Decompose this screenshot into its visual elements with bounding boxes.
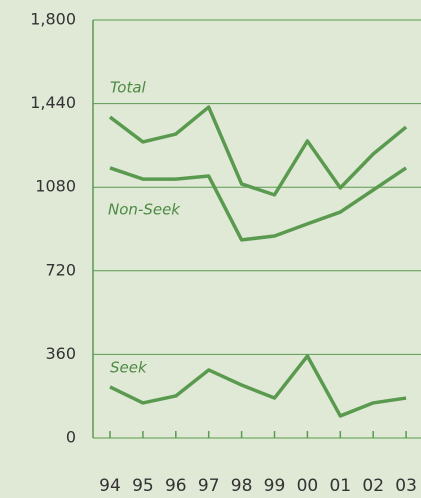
y-tick-label: 0 (66, 428, 76, 447)
series-line (109, 354, 407, 418)
x-tick-label: 03 (395, 476, 417, 496)
x-tick-label: 94 (99, 476, 121, 496)
series-line (109, 166, 408, 242)
y-tick-label: 1080 (35, 177, 76, 196)
x-tick-label: 98 (231, 476, 253, 496)
series-label: Non-Seek (108, 201, 181, 219)
y-tick-label: 1,440 (30, 93, 76, 112)
series-label: Total (110, 79, 147, 97)
x-tick-label: 95 (132, 476, 154, 496)
y-tick-label: 720 (45, 260, 76, 279)
x-tick-label: 96 (165, 476, 187, 496)
x-tick-label: 01 (329, 476, 351, 496)
series-line (108, 105, 408, 197)
x-tick-label: 02 (362, 476, 384, 496)
x-tick-label: 97 (198, 476, 220, 496)
series-label: Seek (110, 359, 148, 377)
x-tick-label: 00 (297, 476, 319, 496)
y-tick-label: 1,800 (30, 10, 76, 29)
x-tick-label: 99 (264, 476, 286, 496)
y-tick-label: 360 (45, 344, 76, 363)
